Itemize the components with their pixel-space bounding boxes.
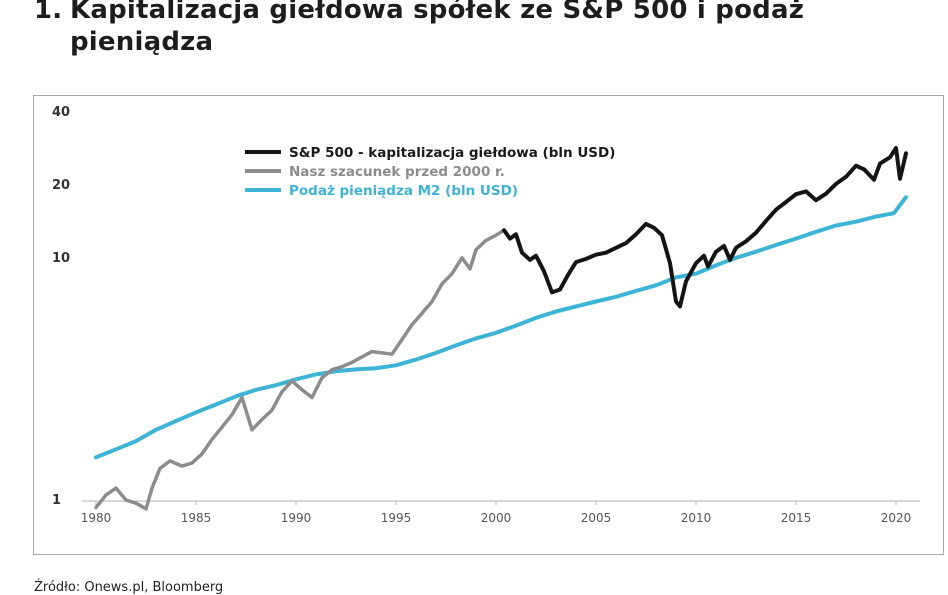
- x-tick-label: 2010: [681, 511, 712, 525]
- chart-number: 1.: [34, 0, 63, 25]
- chart-title: 1. Kapitalizacja giełdowa spółek ze S&P 5…: [34, 0, 804, 58]
- legend-label-estimate: Nasz szacunek przed 2000 r.: [289, 164, 505, 180]
- chart-title-line1: Kapitalizacja giełdowa spółek ze S&P 500…: [70, 0, 805, 25]
- y-tick-label: 20: [52, 178, 70, 193]
- x-tick-label: 1995: [381, 511, 412, 525]
- legend-label-sp500: S&P 500 - kapitalizacja giełdowa (bln US…: [289, 145, 615, 161]
- source-note: Źródło: Onews.pl, Bloomberg: [34, 580, 224, 595]
- y-tick-label: 1: [52, 493, 61, 508]
- series-line-estimate: [94, 228, 506, 511]
- chart-frame: [33, 95, 944, 555]
- x-tick-label: 1980: [81, 511, 112, 525]
- series-line-sp500: [502, 146, 908, 309]
- x-tick-label: 1985: [181, 511, 212, 525]
- y-tick-label: 10: [52, 251, 70, 266]
- legend-label-m2: Podaż pieniądza M2 (bln USD): [289, 183, 518, 199]
- x-tick-label: 2005: [581, 511, 612, 525]
- chart-title-line2: pieniądza: [70, 27, 214, 57]
- y-tick-label: 40: [52, 105, 70, 120]
- x-tick-label: 2020: [881, 511, 912, 525]
- series-line-m2: [94, 195, 908, 460]
- x-tick-label: 2015: [781, 511, 812, 525]
- x-tick-label: 2000: [481, 511, 512, 525]
- x-tick-label: 1990: [281, 511, 312, 525]
